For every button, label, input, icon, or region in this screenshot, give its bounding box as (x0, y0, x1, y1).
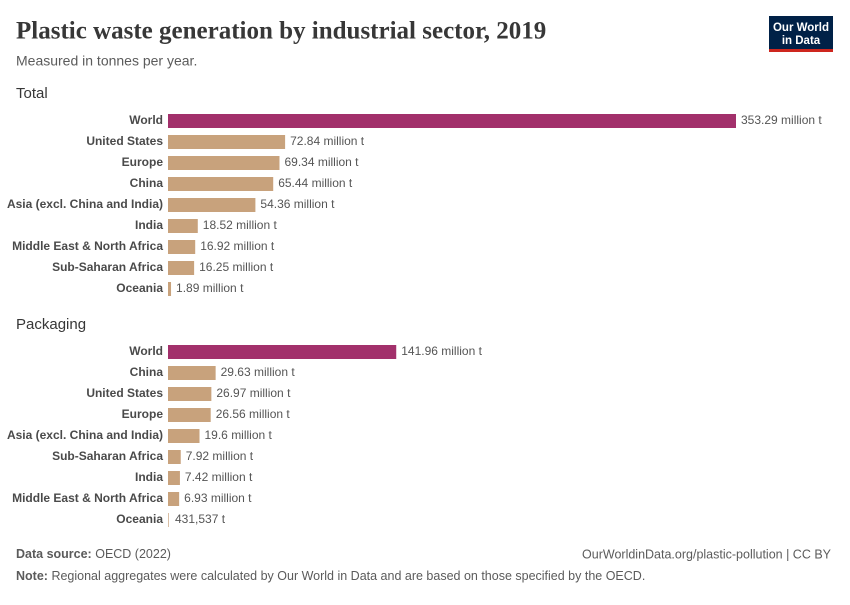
category-label: India (135, 470, 163, 484)
source: Data source: OECD (2022) (16, 547, 171, 561)
note-label: Note: (16, 569, 48, 583)
note: Note: Regional aggregates were calculate… (16, 569, 645, 583)
note-text: Regional aggregates were calculated by O… (51, 569, 645, 583)
bar[interactable] (168, 429, 200, 443)
logo-text: in Data (782, 35, 821, 47)
bar[interactable] (168, 114, 736, 128)
value-label: 26.97 million t (216, 386, 291, 400)
value-label: 16.92 million t (200, 239, 275, 253)
bar[interactable] (168, 261, 195, 275)
category-label: China (130, 176, 164, 190)
section-title: Total (16, 85, 48, 102)
section-title: Packaging (16, 316, 86, 333)
bar[interactable] (168, 366, 216, 380)
logo-box[interactable] (769, 16, 833, 52)
category-label: Europe (122, 155, 164, 169)
source-label: Data source: (16, 547, 92, 561)
bar[interactable] (168, 513, 169, 527)
bar[interactable] (168, 177, 274, 191)
category-label: Asia (excl. China and India) (7, 197, 163, 211)
category-label: India (135, 218, 163, 232)
bar[interactable] (168, 198, 256, 212)
value-label: 6.93 million t (184, 491, 252, 505)
bar[interactable] (168, 387, 212, 401)
category-label: World (129, 344, 163, 358)
bar[interactable] (168, 282, 172, 296)
value-label: 19.6 million t (205, 428, 273, 442)
bar[interactable] (168, 219, 198, 233)
category-label: Oceania (116, 512, 163, 526)
value-label: 72.84 million t (290, 134, 365, 148)
value-label: 431,537 t (175, 512, 226, 526)
value-label: 353.29 million t (741, 113, 822, 127)
category-label: United States (86, 134, 163, 148)
bar[interactable] (168, 240, 196, 254)
bar[interactable] (168, 135, 286, 149)
value-label: 18.52 million t (203, 218, 278, 232)
value-label: 7.42 million t (185, 470, 253, 484)
value-label: 7.92 million t (186, 449, 254, 463)
bar[interactable] (168, 408, 211, 422)
category-label: Sub-Saharan Africa (52, 449, 163, 463)
bar[interactable] (168, 450, 181, 464)
value-label: 29.63 million t (221, 365, 296, 379)
category-label: World (129, 113, 163, 127)
category-label: Middle East & North Africa (12, 239, 163, 253)
category-label: Europe (122, 407, 164, 421)
logo-text: Our World (773, 22, 829, 34)
logo-stripe (769, 49, 833, 52)
category-label: China (130, 365, 164, 379)
bar[interactable] (168, 156, 280, 170)
category-label: United States (86, 386, 163, 400)
category-label: Asia (excl. China and India) (7, 428, 163, 442)
value-label: 26.56 million t (216, 407, 291, 421)
category-label: Sub-Saharan Africa (52, 260, 163, 274)
url[interactable]: OurWorldinData.org/plastic-pollution | C… (582, 547, 832, 561)
chart-title: Plastic waste generation by industrial s… (16, 18, 546, 45)
value-label: 1.89 million t (176, 281, 244, 295)
value-label: 141.96 million t (401, 344, 482, 358)
value-label: 69.34 million t (284, 155, 359, 169)
value-label: 54.36 million t (260, 197, 335, 211)
category-label: Oceania (116, 281, 163, 295)
category-label: Middle East & North Africa (12, 491, 163, 505)
bar[interactable] (168, 471, 180, 485)
value-label: 65.44 million t (278, 176, 353, 190)
bar[interactable] (168, 492, 180, 506)
source-text[interactable]: OECD (2022) (95, 547, 171, 561)
chart-subtitle: Measured in tonnes per year. (16, 53, 197, 69)
value-label: 16.25 million t (199, 260, 274, 274)
bar[interactable] (168, 345, 397, 359)
